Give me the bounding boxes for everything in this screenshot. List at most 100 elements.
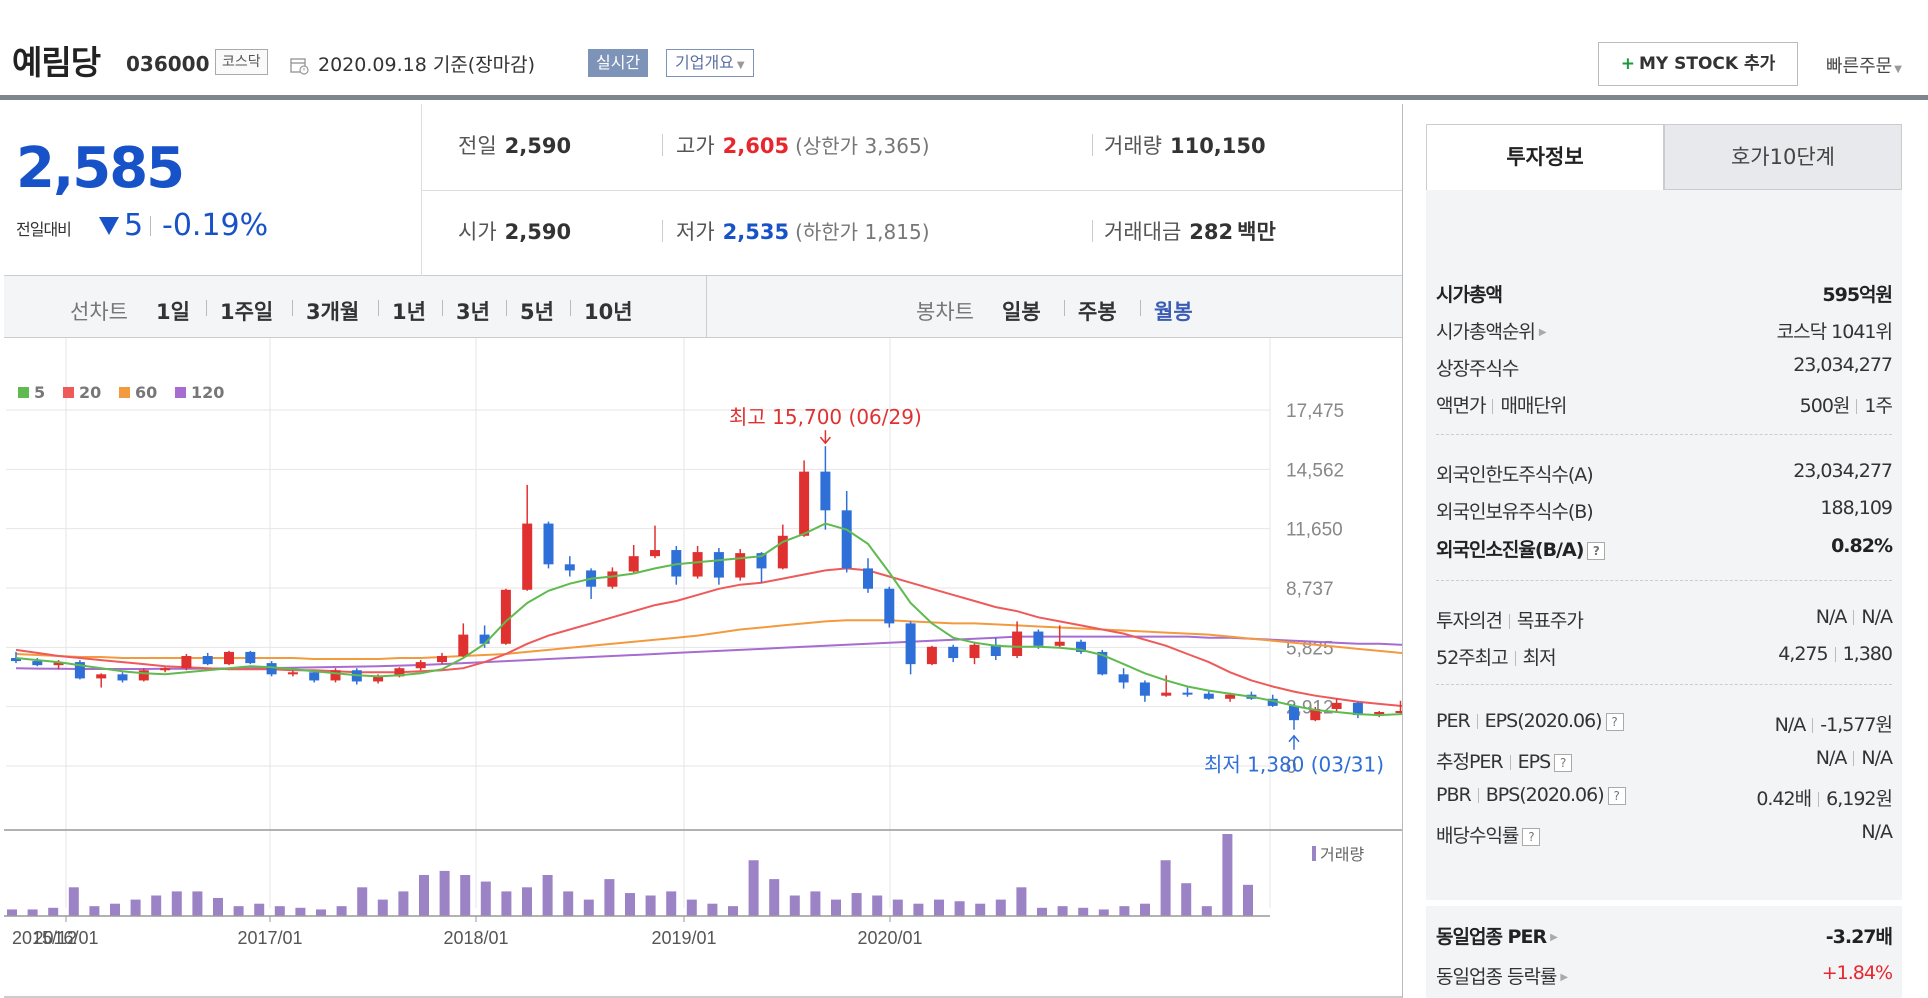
price-date: 2020.09.18 기준(장마감) [318, 54, 536, 76]
period-1y[interactable]: 1년 [392, 300, 426, 324]
target-val: N/A [1861, 606, 1893, 628]
volume-bar [130, 899, 141, 916]
tab-investment-info[interactable]: 투자정보 [1426, 124, 1664, 190]
row-sector-per[interactable]: 동일업종 PER ▶ -3.27배 [1436, 922, 1893, 952]
row-cap-rank[interactable]: 시가총액순위 ▶ 코스닥 1041위 [1436, 317, 1893, 347]
candle-body [1076, 641, 1086, 652]
help-icon[interactable]: ? [1605, 712, 1624, 731]
candle-body [1225, 694, 1236, 699]
par-unit-label: 액면가 매매단위 [1436, 391, 1567, 418]
candle-body [1374, 712, 1385, 716]
max-price-annotation: 최고 15,700 (06/29) [729, 405, 922, 429]
candle-body [415, 662, 426, 669]
candle-body [1203, 693, 1214, 699]
divider [1436, 580, 1892, 581]
company-info-dropdown[interactable]: 기업개요 ▼ [666, 49, 754, 77]
trade-amount-label: 거래대금 [1104, 220, 1182, 244]
open-price: 시가 2,590 [458, 216, 571, 246]
candle-body [181, 655, 192, 669]
eps-text: EPS(2020.06) [1484, 710, 1603, 732]
target-text: 목표주가 [1516, 610, 1584, 632]
per-value: N/A -1,577원 [1775, 710, 1893, 737]
y-tick-label: 0 [1286, 757, 1297, 778]
opinion-val: N/A [1815, 606, 1848, 628]
candle-weekly[interactable]: 주봉 [1078, 300, 1117, 324]
est-eps-val: N/A [1861, 747, 1893, 769]
open-label: 시가 [458, 220, 497, 244]
candle-monthly[interactable]: 월봉 [1154, 300, 1193, 324]
candle-body [543, 523, 554, 565]
candle-body [138, 670, 149, 681]
foreign-hold-label: 외국인보유주식수(B) [1436, 501, 1594, 523]
est-per-label: 추정PER EPS? [1436, 747, 1573, 774]
eps-val: -1,577원 [1820, 714, 1893, 736]
foreign-limit-value: 23,034,277 [1793, 460, 1893, 482]
candle-daily[interactable]: 일봉 [1002, 300, 1041, 324]
candle-body [1012, 631, 1023, 656]
sector-per-value: -3.27배 [1825, 926, 1893, 948]
volume-bar [604, 879, 615, 916]
period-3y[interactable]: 3년 [456, 300, 490, 324]
volume-bar [872, 895, 883, 916]
period-3m[interactable]: 3개월 [306, 300, 360, 324]
candle-body [650, 550, 660, 557]
foreign-limit-label: 외국인한도주식수(A) [1436, 464, 1594, 486]
par-unit-value: 500원 1주 [1800, 391, 1893, 418]
cap-rank-label[interactable]: 시가총액순위 ▶ [1436, 317, 1547, 344]
calendar-icon [290, 58, 309, 75]
stock-name: 예림당 [12, 43, 101, 82]
period-10y[interactable]: 10년 [584, 300, 633, 324]
help-icon[interactable]: ? [1587, 541, 1606, 560]
volume-bar [831, 899, 841, 916]
divider [1477, 788, 1479, 803]
divider [1853, 751, 1855, 766]
divider [1140, 300, 1141, 316]
row-foreign-limit: 외국인한도주식수(A) 23,034,277 [1436, 460, 1893, 490]
volume-bar [789, 895, 800, 916]
stock-chart[interactable]: 17,475 14,562 11,650 8,737 5,825 2,912 0 5 20 60 1… [4, 338, 1402, 998]
volume-bar [1201, 906, 1212, 916]
volume-bar [913, 903, 924, 916]
row-market-cap: 시가총액 595억원 [1436, 280, 1893, 310]
help-icon[interactable]: ? [1522, 827, 1541, 846]
tab-order-book[interactable]: 호가10단계 [1664, 124, 1902, 190]
period-5y[interactable]: 5년 [520, 300, 554, 324]
row-sector-rate[interactable]: 동일업종 등락률 ▶ +1.84% [1436, 962, 1893, 992]
divider [422, 190, 1402, 191]
line-chart-label: 선차트 [70, 300, 128, 324]
volume-bar [171, 891, 182, 916]
add-mystock-label: MY STOCK 추가 [1638, 54, 1776, 74]
shares-value: 23,034,277 [1793, 354, 1893, 376]
help-icon[interactable]: ? [1607, 786, 1626, 805]
volume-bar [460, 875, 471, 916]
candle-body [1033, 631, 1044, 646]
candle-body [522, 523, 533, 590]
divider [662, 220, 663, 242]
candle-body [479, 634, 490, 644]
volume-bar [1181, 883, 1192, 916]
y-tick-label: 8,737 [1286, 579, 1334, 600]
add-mystock-button[interactable]: + MY STOCK 추가 [1598, 42, 1798, 86]
volume-bar [1098, 909, 1109, 916]
candle-body [74, 662, 85, 679]
realtime-button[interactable]: 실시간 [588, 49, 649, 77]
volume-legend-swatch [1312, 846, 1316, 861]
trade-amount-value: 282 [1189, 220, 1234, 244]
sector-rate-label[interactable]: 동일업종 등락률 ▶ [1436, 962, 1568, 989]
candle-body [1310, 708, 1321, 721]
ma5-line [15, 522, 1402, 717]
period-1w[interactable]: 1주일 [220, 300, 274, 324]
per-text: PER [1436, 710, 1471, 732]
period-1d[interactable]: 1일 [156, 300, 190, 324]
help-icon[interactable]: ? [1554, 753, 1573, 772]
prev-close-label: 전일 [458, 134, 497, 158]
volume-bar [1119, 906, 1130, 916]
volume-bar [27, 909, 38, 916]
chevron-down-icon: ▼ [736, 60, 745, 71]
candle-chart-label: 봉차트 [916, 300, 974, 324]
candle-body [224, 651, 234, 665]
quick-order-dropdown[interactable]: 빠른주문 ▼ [1826, 52, 1902, 78]
volume-bar [295, 907, 306, 916]
sector-per-label[interactable]: 동일업종 PER ▶ [1436, 922, 1558, 949]
